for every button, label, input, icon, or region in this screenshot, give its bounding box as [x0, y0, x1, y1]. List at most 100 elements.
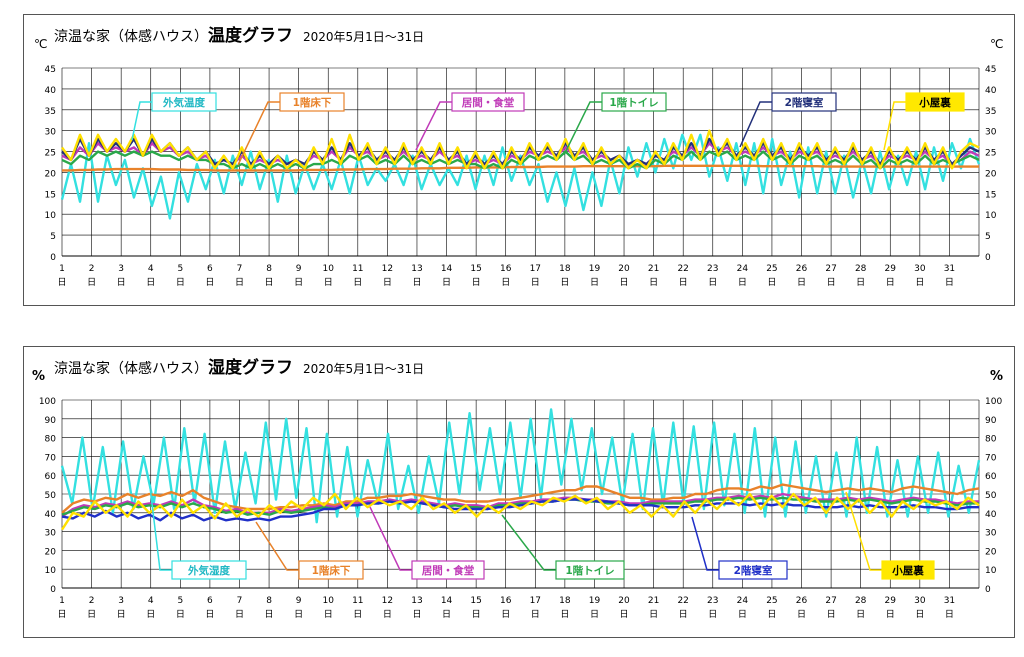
- x-tick-label: 4: [148, 264, 154, 274]
- x-tick-label: 31: [944, 596, 955, 606]
- y-tick-label-right: 30: [985, 529, 997, 539]
- x-tick-label: 23: [707, 596, 718, 606]
- x-tick-suffix: 日: [649, 277, 658, 288]
- callout-leader: [691, 516, 719, 571]
- y-tick-label-left: 30: [45, 529, 57, 539]
- x-tick-suffix: 日: [176, 277, 185, 288]
- callout-box: [298, 560, 364, 580]
- x-tick-suffix: 日: [679, 609, 688, 620]
- callout-leader: [845, 491, 882, 571]
- callout-leader: [415, 101, 452, 151]
- x-tick-label: 7: [237, 264, 243, 274]
- y-tick-label-left: 35: [45, 107, 56, 117]
- x-tick-suffix: 日: [383, 609, 392, 620]
- x-tick-label: 27: [825, 264, 836, 274]
- y-tick-label-right: 30: [985, 128, 997, 138]
- x-tick-suffix: 日: [117, 277, 126, 288]
- y-tick-label-right: 90: [985, 416, 997, 426]
- x-tick-label: 5: [177, 596, 183, 606]
- x-tick-suffix: 日: [767, 609, 776, 620]
- x-tick-label: 24: [737, 264, 749, 274]
- humidity-title-main: 湿度グラフ: [208, 358, 293, 378]
- callout-box: [771, 92, 837, 112]
- callout-label: 居間・食堂: [462, 96, 515, 109]
- x-tick-label: 12: [382, 596, 393, 606]
- x-tick-suffix: 日: [501, 609, 510, 620]
- x-tick-label: 17: [530, 264, 541, 274]
- x-tick-label: 7: [237, 596, 243, 606]
- callout-box: [881, 560, 935, 580]
- x-tick-suffix: 日: [767, 277, 776, 288]
- x-tick-suffix: 日: [915, 277, 924, 288]
- temperature-unit-right: ℃: [990, 37, 1004, 51]
- x-tick-label: 21: [648, 264, 659, 274]
- x-tick-suffix: 日: [827, 609, 836, 620]
- y-tick-label-left: 40: [45, 86, 57, 96]
- x-tick-label: 30: [914, 596, 926, 606]
- callout-label: 1階床下: [312, 564, 351, 577]
- callout-label: 1階トイレ: [609, 96, 658, 109]
- x-tick-suffix: 日: [57, 277, 66, 288]
- x-tick-label: 14: [441, 596, 453, 606]
- x-tick-suffix: 日: [856, 609, 865, 620]
- callout-label: 居間・食堂: [422, 564, 475, 577]
- y-tick-label-right: 40: [985, 86, 997, 96]
- x-tick-label: 24: [737, 596, 749, 606]
- y-tick-label-right: 100: [985, 397, 1002, 407]
- callout-2階寝室: 2階寝室: [691, 516, 788, 580]
- x-tick-suffix: 日: [620, 277, 629, 288]
- x-tick-suffix: 日: [560, 277, 569, 288]
- x-tick-suffix: 日: [738, 609, 747, 620]
- x-tick-suffix: 日: [87, 277, 96, 288]
- x-tick-suffix: 日: [679, 277, 688, 288]
- y-tick-label-right: 45: [985, 65, 996, 75]
- x-tick-suffix: 日: [797, 277, 806, 288]
- series-line-外気温度: [60, 133, 981, 220]
- x-tick-suffix: 日: [886, 277, 895, 288]
- x-tick-label: 20: [618, 596, 630, 606]
- x-tick-label: 28: [855, 264, 867, 274]
- callout-label: 1階トイレ: [565, 564, 614, 577]
- y-tick-label-left: 70: [45, 453, 57, 463]
- x-tick-suffix: 日: [442, 277, 451, 288]
- x-tick-label: 13: [411, 596, 422, 606]
- callout-外気湿度: 外気湿度: [149, 486, 247, 580]
- x-tick-suffix: 日: [501, 277, 510, 288]
- series-line-居間・食堂: [61, 492, 979, 518]
- y-tick-label-right: 15: [985, 190, 996, 200]
- y-tick-label-left: 20: [45, 547, 57, 557]
- callout-label: 小屋裏: [918, 96, 951, 109]
- callout-1階トイレ: 1階トイレ: [501, 514, 625, 580]
- callout-leader: [883, 101, 906, 151]
- x-tick-label: 9: [296, 264, 302, 274]
- x-tick-suffix: 日: [738, 277, 747, 288]
- x-tick-label: 25: [766, 596, 777, 606]
- x-tick-label: 25: [766, 264, 777, 274]
- y-tick-label-right: 70: [985, 453, 997, 463]
- x-tick-suffix: 日: [383, 277, 392, 288]
- x-tick-suffix: 日: [945, 609, 954, 620]
- x-tick-suffix: 日: [353, 277, 362, 288]
- x-tick-suffix: 日: [412, 609, 421, 620]
- x-tick-suffix: 日: [146, 277, 155, 288]
- temperature-chart-panel: 涼温な家（体感ハウス）温度グラフ 2020年5月1日～31日 ℃ ℃ 0 0 5 5 10…: [23, 14, 1015, 306]
- humidity-subtitle: 2020年5月1日～31日: [303, 362, 425, 376]
- x-tick-suffix: 日: [590, 277, 599, 288]
- y-tick-label-left: 60: [45, 472, 57, 482]
- y-tick-label-right: 40: [985, 510, 997, 520]
- series-line-小屋裏: [60, 492, 980, 531]
- x-tick-suffix: 日: [294, 277, 303, 288]
- x-tick-label: 11: [352, 596, 363, 606]
- x-tick-label: 10: [322, 596, 334, 606]
- y-tick-label-left: 100: [39, 397, 56, 407]
- temperature-title-main: 温度グラフ: [208, 26, 293, 46]
- humidity-chart-panel: 涼温な家（体感ハウス）湿度グラフ 2020年5月1日～31日 % % 0 0 10 10…: [23, 346, 1015, 638]
- x-tick-label: 20: [618, 264, 630, 274]
- x-tick-label: 19: [589, 264, 601, 274]
- callout-1階トイレ: 1階トイレ: [563, 92, 667, 156]
- x-tick-label: 18: [559, 264, 571, 274]
- x-tick-label: 10: [322, 264, 334, 274]
- callout-box: [555, 560, 625, 580]
- temperature-chart-title: 涼温な家（体感ハウス）温度グラフ 2020年5月1日～31日: [54, 21, 424, 46]
- callout-label: 2階寝室: [734, 564, 773, 577]
